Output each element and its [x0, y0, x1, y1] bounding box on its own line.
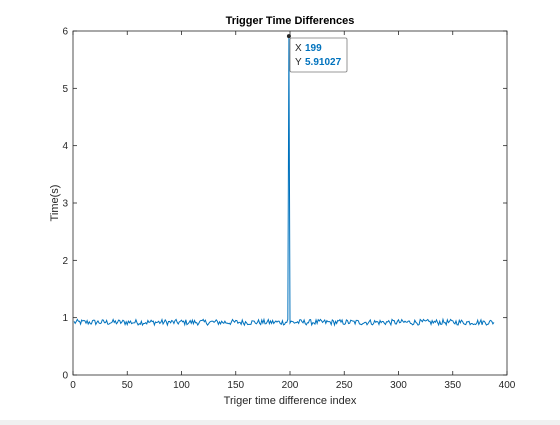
datatip-box [289, 37, 348, 73]
datatip[interactable]: X 199 Y 5.91027 [286, 34, 348, 73]
y-tick-label: 0 [62, 371, 68, 382]
datatip-x-value: 199 [305, 43, 322, 54]
y-tick-label: 3 [62, 199, 68, 210]
x-tick-label: 150 [227, 380, 244, 391]
y-axis-label: Time(s) [49, 185, 61, 222]
y-tick-label: 6 [62, 27, 68, 38]
y-tick-label: 4 [62, 141, 68, 152]
chart-title: Trigger Time Differences [226, 15, 355, 27]
series-line [73, 36, 495, 327]
x-tick-label: 50 [122, 380, 134, 391]
x-tick-label: 250 [336, 380, 353, 391]
datatip-y-value: 5.91027 [305, 57, 342, 68]
y-tick-label: 2 [62, 256, 68, 267]
x-tick-label: 100 [173, 380, 190, 391]
axes-box [72, 30, 508, 376]
datatip-x-label: X [295, 43, 302, 54]
x-tick-label: 200 [282, 380, 299, 391]
y-tick-label: 5 [62, 84, 68, 95]
y-tick-label: 1 [62, 313, 68, 324]
x-tick-label: 350 [444, 380, 461, 391]
x-axis-label: Triger time difference index [224, 395, 357, 407]
datatip-marker[interactable] [286, 34, 291, 39]
x-tick-label: 0 [70, 380, 76, 391]
datatip-y-label: Y [295, 57, 302, 68]
x-tick-label: 400 [499, 380, 516, 391]
x-tick-label: 300 [390, 380, 407, 391]
